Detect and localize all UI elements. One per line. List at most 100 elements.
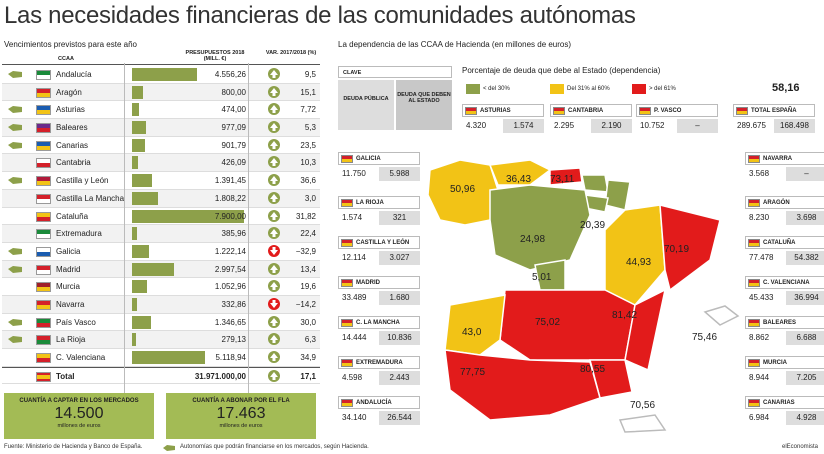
flag-icon <box>36 158 51 169</box>
map-pct-cantabria: 73,11 <box>550 174 575 185</box>
region-aragon <box>604 204 666 306</box>
budget-value: 5.118,94 <box>215 353 246 362</box>
column-divider <box>248 63 249 393</box>
region-label: P. VASCO <box>636 104 718 117</box>
budget-bar <box>132 174 152 188</box>
map-pct-extremadura: 43,0 <box>462 327 482 338</box>
region-deuda: 12.114 <box>338 251 379 265</box>
region-label: ASTURIAS <box>462 104 544 117</box>
total-variation: 17,1 <box>300 371 316 381</box>
flag-icon <box>748 155 760 163</box>
flag-icon <box>36 123 51 134</box>
variation-value: −14,2 <box>295 299 316 309</box>
region-label-name: CANTABRIA <box>568 108 604 114</box>
region-estado: 54.382 <box>786 251 824 265</box>
region-label-name: MURCIA <box>763 360 787 366</box>
arrow-up-icon <box>268 209 280 222</box>
flag-icon <box>36 229 51 240</box>
region-label: CATALUÑA <box>745 236 824 249</box>
map-pct-madrid: 5,01 <box>532 272 552 283</box>
arrow-up-icon <box>268 280 280 293</box>
table-row: Baleares 977,09 5,3 <box>2 119 320 137</box>
flag-icon <box>465 107 477 115</box>
flag-icon <box>341 199 353 207</box>
table-row: Cantabria 426,09 10,3 <box>2 154 320 173</box>
budget-value: 1.222,14 <box>214 246 246 256</box>
market-box-value: 14.500 <box>54 405 104 422</box>
budget-bar <box>132 121 146 135</box>
flag-icon <box>36 299 51 310</box>
region-deuda: 289.675 <box>733 119 774 133</box>
region-estado: 1.680 <box>379 291 420 305</box>
arrow-up-icon <box>268 333 280 346</box>
budget-bar <box>132 351 205 364</box>
hand-icon <box>8 265 22 273</box>
flag-icon <box>748 319 760 327</box>
flag-icon <box>36 282 51 293</box>
region-label: C. LA MANCHA <box>338 316 420 329</box>
flag-icon <box>36 371 51 382</box>
flag-icon <box>341 155 353 163</box>
map-pct-aragon: 44,93 <box>626 257 651 268</box>
region-label: GALICIA <box>338 152 420 165</box>
region-label: CANARIAS <box>745 396 824 409</box>
flag-icon <box>553 107 565 115</box>
budget-value: 2.997,54 <box>214 264 246 274</box>
arrow-up-icon <box>268 227 280 240</box>
region-castilla-leon <box>489 184 591 271</box>
region-name: Madrid <box>56 264 81 274</box>
table-row: Extremadura 385,96 22,4 <box>2 225 320 243</box>
variation-value: 31,82 <box>295 211 316 221</box>
market-box: CUANTÍA A CAPTAR EN LOS MERCADOS 14.500 … <box>4 393 154 439</box>
budget-bar <box>132 156 139 170</box>
budget-table: Andalucía 4.556,26 9,5 Aragón 800,00 15,1 Astu… <box>2 66 320 385</box>
bar-cell <box>128 155 248 170</box>
legend-title: Porcentaje de deuda que debe al Estado (… <box>462 66 661 75</box>
variation-value: 19,6 <box>300 282 316 292</box>
region-name: Canarias <box>56 140 89 150</box>
budget-value: 426,09 <box>221 158 246 168</box>
region-name: Asturias <box>56 105 85 115</box>
bar-cell <box>128 315 248 330</box>
region-cataluna <box>659 204 721 292</box>
arrow-up-icon <box>268 351 280 363</box>
key-col1: DEUDA PÚBLICA <box>338 80 394 130</box>
region-andalucia <box>444 349 601 421</box>
budget-bar <box>132 262 175 276</box>
region-name: La Rioja <box>56 335 86 345</box>
map-pct-murcia: 80,55 <box>580 364 605 375</box>
bar-cell <box>128 297 248 312</box>
budget-bar <box>132 103 139 117</box>
region-label: ANDALUCÍA <box>338 396 420 409</box>
region-estado: 2.443 <box>379 371 420 385</box>
region-estado: – <box>677 119 718 133</box>
arrow-down-icon <box>268 244 280 257</box>
table-row: Canarias 901,79 23,5 <box>2 137 320 155</box>
region-name: Navarra <box>56 299 85 309</box>
region-label: MADRID <box>338 276 420 289</box>
region-deuda: 45.433 <box>745 291 786 305</box>
budget-bar <box>132 209 244 223</box>
budget-value: 474,00 <box>221 105 246 115</box>
hand-icon <box>8 124 22 132</box>
region-pais-vasco <box>581 174 609 193</box>
flag-icon <box>748 399 760 407</box>
region-estado: 2.190 <box>591 119 632 133</box>
region-estado: 3.698 <box>786 211 824 225</box>
budget-value: 7.900,00 <box>214 211 246 221</box>
table-row: Andalucía 4.556,26 9,5 <box>2 66 320 84</box>
region-c-la-mancha <box>499 289 636 361</box>
region-deuda: 10.752 <box>636 119 677 133</box>
market-box-title: CUANTÍA A CAPTAR EN LOS MERCADOS <box>19 398 139 404</box>
flag-icon <box>341 319 353 327</box>
budget-bar <box>132 191 158 205</box>
budget-bar <box>132 315 152 329</box>
region-label: C. VALENCIANA <box>745 276 824 289</box>
region-estado: 3.027 <box>379 251 420 265</box>
flag-icon <box>736 107 748 115</box>
variation-value: 3,0 <box>304 193 316 203</box>
table-row: País Vasco 1.346,65 30,0 <box>2 314 320 332</box>
region-cantabria <box>549 167 583 186</box>
table-row: La Rioja 279,13 6,3 <box>2 331 320 349</box>
map-pct-galicia: 50,96 <box>450 184 475 195</box>
